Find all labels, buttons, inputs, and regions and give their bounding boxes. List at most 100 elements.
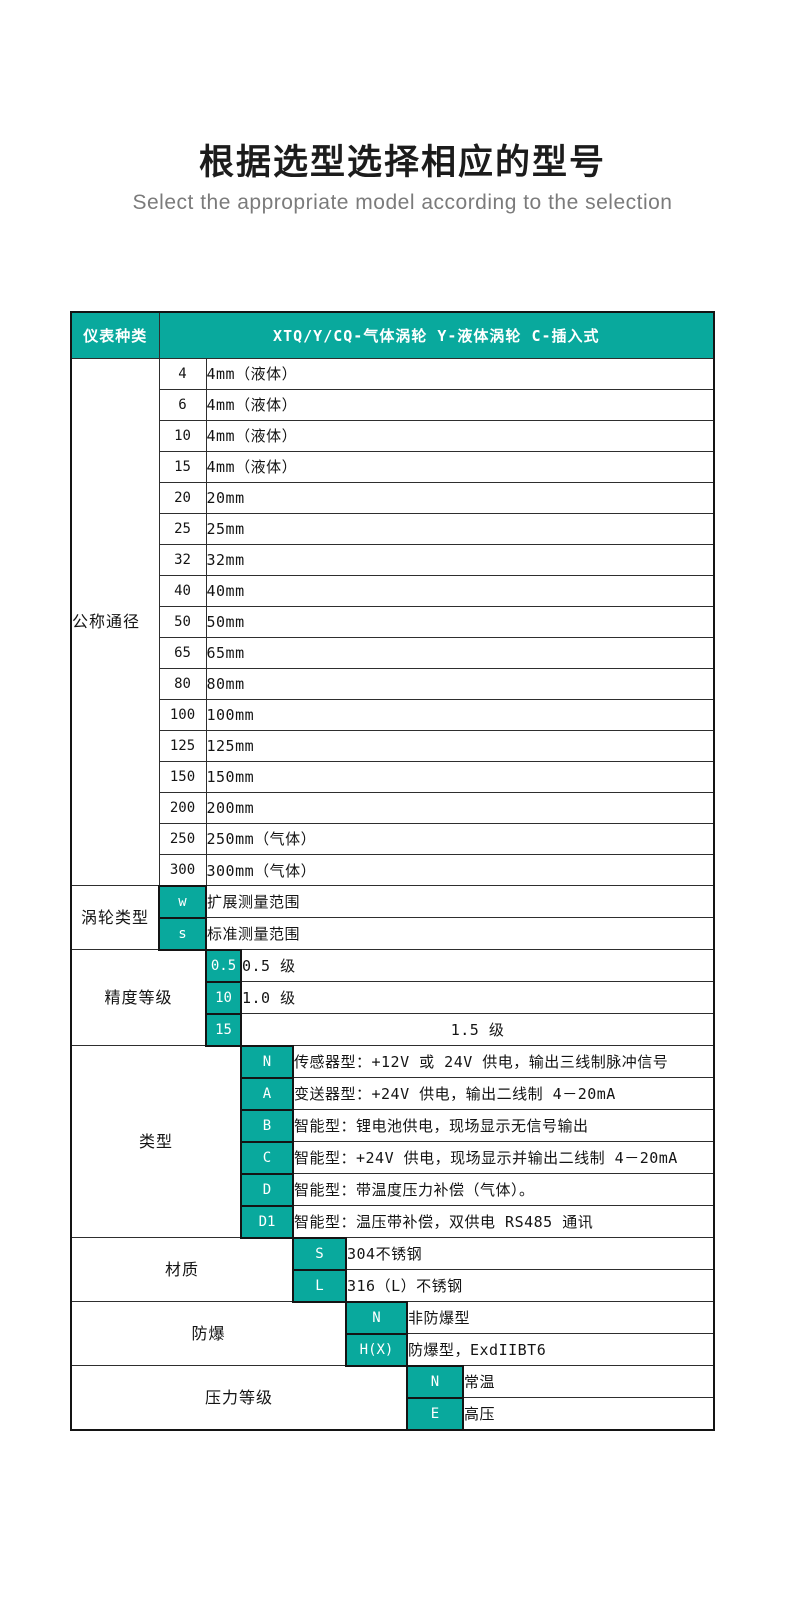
code-cell: L (292, 1268, 347, 1303)
table-row: C 智能型：+24V 供电，现场显示并输出二线制 4－20mA (71, 1140, 715, 1175)
code-cell: 150 (158, 760, 207, 793)
table-row: 类型 N 传感器型：+12V 或 24V 供电，输出三线制脉冲信号 (70, 1044, 715, 1239)
table-row: D 智能型：带温度压力补偿（气体）。 (71, 1172, 715, 1207)
table-row: 10 4mm（液体） (71, 419, 715, 452)
desc-cell: 50mm (205, 605, 715, 638)
desc-cell: 4mm（液体） (205, 450, 715, 483)
code-cell: D1 (240, 1204, 294, 1239)
code-cell: 0.5 (205, 948, 242, 983)
table-row: B 智能型：锂电池供电，现场显示无信号输出 (71, 1108, 715, 1143)
desc-cell: 防爆型，ExdIIBT6 (406, 1333, 715, 1367)
header-title-cell: XTQ/Y/CQ-气体涡轮 Y-液体涡轮 C-插入式 (158, 311, 715, 359)
desc-cell: 标准测量范围 (205, 917, 715, 951)
section-label-3: 类型 (70, 1045, 242, 1239)
desc-cell: 智能型：+24V 供电，现场显示并输出二线制 4－20mA (292, 1141, 715, 1175)
table-row: 6 4mm（液体） (71, 388, 715, 421)
code-cell: N (406, 1364, 464, 1399)
code-cell: C (240, 1140, 294, 1175)
page: 根据选型选择相应的型号 Select the appropriate model… (70, 143, 716, 1431)
table-row: s 标准测量范围 (71, 916, 715, 951)
desc-cell: 智能型：带温度压力补偿（气体）。 (292, 1173, 715, 1207)
table-row: 材质 S 304不锈钢 (70, 1236, 715, 1303)
table-row: 50 50mm (71, 605, 715, 638)
desc-cell: 304不锈钢 (345, 1237, 715, 1271)
code-cell: w (158, 884, 207, 919)
desc-cell: 80mm (205, 667, 715, 700)
desc-cell: 150mm (205, 760, 715, 793)
code-cell: N (240, 1044, 294, 1079)
desc-cell: 智能型：锂电池供电，现场显示无信号输出 (292, 1109, 715, 1143)
desc-cell: 1.0 级 (240, 981, 715, 1015)
code-cell: 50 (158, 605, 207, 638)
code-cell: 80 (158, 667, 207, 700)
desc-cell: 40mm (205, 574, 715, 607)
desc-cell: 32mm (205, 543, 715, 576)
code-cell: 300 (158, 853, 207, 887)
section-label-5: 防爆 (70, 1301, 347, 1367)
section-label-1: 涡轮类型 (70, 885, 160, 951)
desc-cell: 1.5 级 (240, 1013, 715, 1047)
table-row: 125 125mm (71, 729, 715, 762)
desc-cell: 200mm (205, 791, 715, 824)
section-label-4: 材质 (70, 1237, 294, 1303)
page-subtitle: Select the appropriate model according t… (132, 190, 673, 214)
code-cell: 10 (158, 419, 207, 452)
table-row: 32 32mm (71, 543, 715, 576)
table-row: 涡轮类型 w 扩展测量范围 (70, 884, 715, 951)
table-row: 10 1.0 级 (71, 980, 715, 1015)
desc-cell: 250mm（气体） (205, 822, 715, 855)
code-cell: 4 (158, 357, 207, 390)
table-row: 15 4mm（液体） (71, 450, 715, 483)
code-cell: 40 (158, 574, 207, 607)
desc-cell: 高压 (462, 1397, 715, 1431)
desc-cell: 300mm（气体） (205, 853, 715, 887)
desc-cell: 变送器型：+24V 供电，输出二线制 4－20mA (292, 1077, 715, 1111)
desc-cell: 4mm（液体） (205, 419, 715, 452)
table-row: 40 40mm (71, 574, 715, 607)
desc-cell: 100mm (205, 698, 715, 731)
code-cell: E (406, 1396, 464, 1431)
code-cell: 15 (205, 1012, 242, 1047)
desc-cell: 65mm (205, 636, 715, 669)
code-cell: 100 (158, 698, 207, 731)
desc-cell: 非防爆型 (406, 1301, 715, 1335)
section-label-2: 精度等级 (70, 949, 207, 1047)
header-category-cell: 仪表种类 (70, 311, 160, 359)
code-cell: S (292, 1236, 347, 1271)
code-cell: H(X) (345, 1332, 408, 1367)
table-row: 65 65mm (71, 636, 715, 669)
table-row: 300 300mm（气体） (71, 853, 715, 887)
code-cell: B (240, 1108, 294, 1143)
code-cell: s (158, 916, 207, 951)
code-cell: 200 (158, 791, 207, 824)
table-row: 250 250mm（气体） (71, 822, 715, 855)
code-cell: 32 (158, 543, 207, 576)
code-cell: N (345, 1300, 408, 1335)
code-cell: 125 (158, 729, 207, 762)
table-row: E 高压 (71, 1396, 715, 1431)
code-cell: A (240, 1076, 294, 1111)
code-cell: 10 (205, 980, 242, 1015)
table-row: 20 20mm (71, 481, 715, 514)
table-row: 80 80mm (71, 667, 715, 700)
desc-cell: 传感器型：+12V 或 24V 供电，输出三线制脉冲信号 (292, 1045, 715, 1079)
desc-cell: 316（L）不锈钢 (345, 1269, 715, 1303)
desc-cell: 4mm（液体） (205, 357, 715, 390)
section-label-6: 压力等级 (70, 1365, 408, 1431)
desc-cell: 0.5 级 (240, 949, 715, 983)
code-cell: 250 (158, 822, 207, 855)
code-cell: 20 (158, 481, 207, 514)
desc-cell: 常温 (462, 1365, 715, 1399)
desc-cell: 20mm (205, 481, 715, 514)
code-cell: 15 (158, 450, 207, 483)
table-row: 15 1.5 级 (71, 1012, 715, 1047)
table-row: 防爆 N 非防爆型 (70, 1300, 715, 1367)
code-cell: D (240, 1172, 294, 1207)
desc-cell: 4mm（液体） (205, 388, 715, 421)
desc-cell: 智能型：温压带补偿，双供电 RS485 通讯 (292, 1205, 715, 1239)
page-title: 根据选型选择相应的型号 (198, 143, 606, 182)
code-cell: 25 (158, 512, 207, 545)
code-cell: 65 (158, 636, 207, 669)
